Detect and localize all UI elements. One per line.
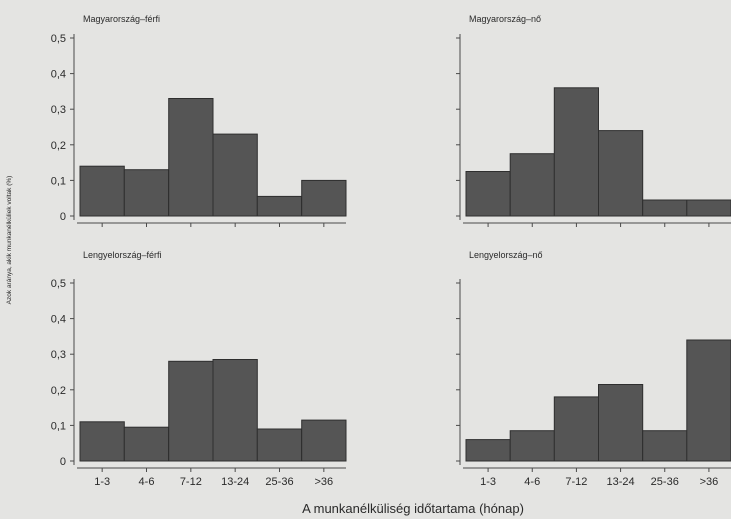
bar-4-6: [123, 169, 170, 217]
x-tick-label: 1-3: [94, 476, 110, 488]
x-tick-label: >36: [700, 476, 719, 488]
bar-4-6: [509, 153, 555, 217]
bar-7-12: [168, 360, 214, 462]
x-tick-label: 4-6: [524, 476, 540, 488]
bar-25-36: [642, 430, 688, 462]
panel-pl-male: Lengyelország–férfi 0 0,1 0,2 0,3 0,4 0,5 1-3 4-…: [51, 250, 347, 488]
bar-7-12: [553, 87, 599, 217]
panel-title: Lengyelország–nő: [469, 250, 543, 260]
bar-4-6: [123, 426, 170, 462]
bar-13-24: [212, 133, 258, 217]
bar-13-24: [598, 384, 644, 462]
bar-13-24: [212, 359, 258, 462]
x-tick-label: 25-36: [651, 476, 679, 488]
y-tick-label: 0,4: [51, 69, 66, 81]
panel-title: Magyarország–nő: [469, 14, 541, 24]
panel-pl-female: Lengyelország–nő 1-3 4-6 7-12 13-24 25-36 >36: [456, 250, 731, 488]
bar-13-24: [598, 130, 644, 217]
bar-25-36: [256, 428, 303, 462]
bar-1-3: [465, 439, 511, 462]
x-tick-label: 4-6: [139, 476, 155, 488]
x-tick-label: 13-24: [607, 476, 635, 488]
bar-gt36: [686, 199, 731, 217]
y-tick-label: 0: [60, 456, 66, 468]
y-tick-label: 0,5: [51, 278, 66, 290]
y-tick-label: 0,1: [51, 420, 66, 432]
x-axis-label: A munkanélküliség időtartama (hónap): [302, 501, 524, 516]
x-tick-label: 7-12: [180, 476, 202, 488]
x-tick-label: 7-12: [565, 476, 587, 488]
bar-gt36: [301, 179, 347, 217]
panels: Magyarország–férfi00,10,20,30,40,5Magyar…: [51, 14, 731, 488]
panel-hu-male: Magyarország–férfi 0 0,1 0,2 0,3 0,4 0,5: [51, 14, 347, 227]
y-tick-label: 0,1: [51, 175, 66, 187]
y-tick-label: 0,3: [51, 104, 66, 116]
y-tick-label: 0,4: [51, 314, 66, 326]
bar-1-3: [465, 171, 511, 217]
bar-7-12: [553, 396, 599, 462]
y-tick-label: 0,2: [51, 385, 66, 397]
bar-25-36: [256, 195, 303, 217]
bar-25-36: [642, 199, 688, 217]
y-axis-label: Azok aránya, akik munkanélküliek voltak …: [6, 176, 13, 305]
x-tick-label: >36: [314, 476, 333, 488]
x-tick-label: 1-3: [480, 476, 496, 488]
bar-1-3: [79, 165, 125, 217]
bar-1-3: [79, 421, 125, 462]
bar-7-12: [168, 98, 214, 217]
y-tick-label: 0,5: [51, 33, 66, 45]
x-tick-label: 25-36: [265, 476, 293, 488]
x-tick-label: 13-24: [221, 476, 249, 488]
y-tick-label: 0,2: [51, 140, 66, 152]
panel-title: Magyarország–férfi: [83, 14, 160, 24]
y-tick-label: 0,3: [51, 349, 66, 361]
y-tick-label: 0: [60, 211, 66, 223]
bar-4-6: [509, 430, 555, 462]
bar-gt36: [301, 419, 347, 462]
panel-hu-female: Magyarország–nő: [456, 14, 731, 227]
bar-gt36: [686, 339, 731, 462]
panel-title: Lengyelország–férfi: [83, 250, 162, 260]
